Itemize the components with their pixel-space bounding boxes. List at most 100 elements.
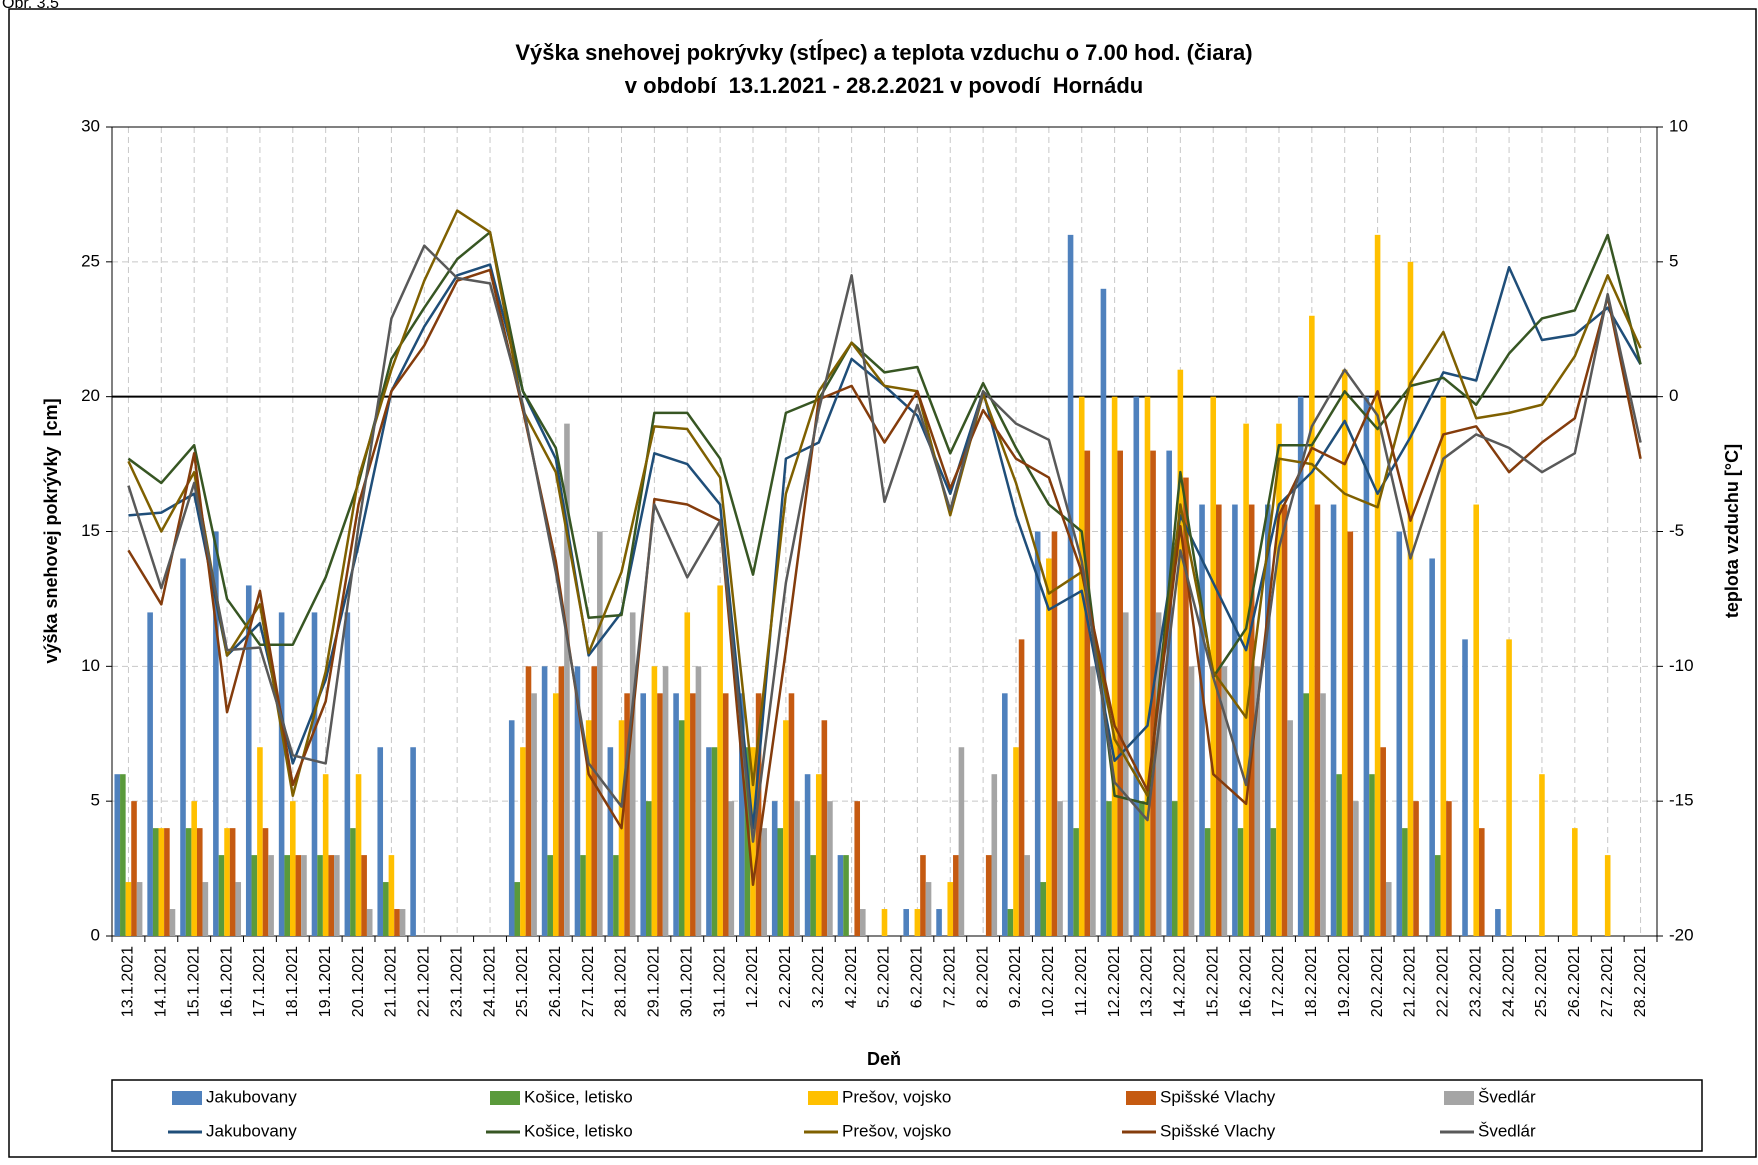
legend-swatch (1444, 1091, 1474, 1105)
x-tick-label: 23.2.2021 (1467, 946, 1484, 1017)
bar (783, 720, 789, 936)
bar (278, 612, 285, 936)
bar (585, 720, 592, 936)
bar (262, 828, 269, 936)
bar (1254, 666, 1261, 936)
bar (531, 693, 537, 936)
bar (651, 666, 658, 936)
bar (191, 801, 197, 936)
bar (1018, 639, 1025, 936)
bar (711, 747, 718, 936)
bar (1232, 504, 1238, 936)
x-tick-label: 24.2.2021 (1500, 946, 1517, 1017)
x-tick-label: 19.1.2021 (317, 946, 334, 1017)
x-tick-label: 25.2.2021 (1533, 946, 1550, 1017)
x-tick-label: 15.2.2021 (1204, 946, 1221, 1017)
bar (646, 801, 652, 936)
bar (1385, 882, 1392, 936)
bar (1051, 531, 1058, 936)
x-tick-label: 5.2.2021 (876, 946, 893, 1008)
bar (525, 666, 532, 936)
bar (684, 612, 691, 936)
x-tick-label: 22.1.2021 (416, 946, 433, 1017)
bar (1199, 504, 1205, 936)
bar (640, 693, 647, 936)
x-tick-label: 24.1.2021 (481, 946, 498, 1017)
bar (794, 801, 800, 936)
x-tick-label: 25.1.2021 (514, 946, 531, 1017)
bar (1237, 828, 1244, 936)
bar (629, 612, 636, 936)
bar (1171, 801, 1178, 936)
legend-label: Švedlár (1478, 1121, 1536, 1140)
bar (1314, 504, 1321, 936)
bar (920, 855, 926, 936)
bar (1270, 828, 1277, 936)
bar (953, 855, 959, 936)
bar (728, 801, 735, 936)
bar (541, 666, 548, 936)
legend-label: Prešov, vojsko (842, 1121, 951, 1140)
x-tick-label: 3.2.2021 (810, 946, 827, 1008)
legend-label: Spišské Vlachy (1160, 1087, 1276, 1106)
bar (837, 855, 844, 936)
bar (224, 828, 230, 936)
bar (125, 882, 132, 936)
y2-tick-label: -15 (1669, 791, 1694, 810)
bar (815, 774, 822, 936)
bar (1100, 288, 1107, 936)
bar (1183, 477, 1189, 936)
bar (580, 855, 586, 936)
y2-tick-label: 0 (1669, 386, 1678, 405)
bar (1604, 855, 1611, 936)
y2-tick-label: 5 (1669, 251, 1678, 270)
bar (1363, 396, 1370, 937)
x-axis-label: Deň (867, 1049, 901, 1069)
bar (1297, 396, 1304, 937)
bar (1248, 504, 1255, 936)
x-tick-label: 16.1.2021 (218, 946, 235, 1017)
bar (1177, 369, 1184, 936)
bar (860, 909, 866, 936)
bar (1216, 504, 1222, 936)
bar (991, 774, 998, 936)
bar (821, 720, 828, 936)
bar (114, 774, 121, 936)
bar (1276, 423, 1282, 937)
bar (1330, 504, 1337, 936)
bar (1429, 558, 1435, 936)
bar (958, 747, 965, 936)
y-tick-label: 15 (81, 521, 100, 540)
bar (268, 855, 274, 936)
y-axis-label: výška snehovej pokrývky [cm] (41, 398, 61, 663)
bar (322, 774, 329, 936)
x-tick-label: 1.2.2021 (744, 946, 761, 1008)
figure-label: Obr. 3.5 (2, 0, 59, 12)
x-tick-label: 21.2.2021 (1402, 946, 1419, 1017)
bar (804, 774, 811, 936)
bar (164, 828, 170, 936)
legend-label: Košice, letisko (524, 1121, 633, 1140)
x-tick-label: 18.2.2021 (1303, 946, 1320, 1017)
bar (624, 693, 630, 936)
y2-tick-label: -10 (1669, 656, 1694, 675)
x-tick-label: 10.2.2021 (1040, 946, 1057, 1017)
bar (706, 747, 712, 936)
bar (1287, 720, 1293, 936)
y-tick-label: 0 (91, 925, 100, 944)
bar (607, 747, 614, 936)
bar (1133, 396, 1140, 937)
bar (1407, 261, 1414, 936)
bar (196, 828, 203, 936)
x-tick-label: 17.1.2021 (251, 946, 268, 1017)
bar (947, 882, 954, 936)
legend-label: Jakubovany (206, 1121, 297, 1140)
bar (1539, 774, 1545, 936)
bar (1122, 612, 1129, 936)
bar (147, 612, 153, 936)
x-tick-label: 17.2.2021 (1270, 946, 1287, 1017)
bar (245, 585, 252, 936)
y2-tick-label: -5 (1669, 521, 1684, 540)
bar (520, 747, 526, 936)
